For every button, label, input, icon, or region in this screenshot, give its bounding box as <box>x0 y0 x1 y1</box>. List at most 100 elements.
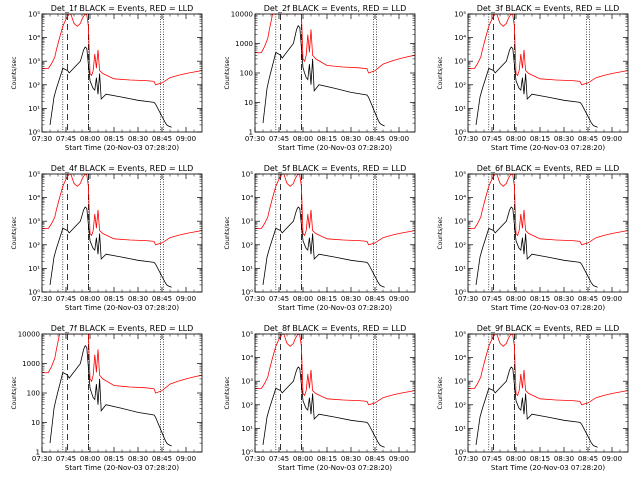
panel-title: Det_3f BLACK = Events, RED = LLD <box>477 4 620 13</box>
x-tick-label: 08:15 <box>317 135 337 143</box>
y-tick-label: 10² <box>454 401 466 409</box>
x-tick-label: 08:30 <box>554 295 574 303</box>
x-tick-label: 09:00 <box>602 295 622 303</box>
y-tick-label: 100 <box>240 70 253 78</box>
y-tick-label: 10³ <box>454 58 466 66</box>
x-tick-label: 07:30 <box>245 455 265 463</box>
y-tick-label: 10² <box>241 241 253 249</box>
y-tick-label: 10¹ <box>454 105 466 113</box>
plot-frame <box>467 333 629 453</box>
y-tick-label: 10² <box>28 81 40 89</box>
y-tick-label: 10⁴ <box>28 34 40 42</box>
panel-title: Det_1f BLACK = Events, RED = LLD <box>51 4 194 13</box>
panel-title: Det_9f BLACK = Events, RED = LLD <box>477 324 620 333</box>
panel-title: Det_6f BLACK = Events, RED = LLD <box>477 164 620 173</box>
y-tick-label: 10³ <box>454 218 466 226</box>
x-axis-label: Start Time (20-Nov-03 07:28:20) <box>278 464 392 472</box>
y-tick-label: 10¹ <box>28 105 40 113</box>
y-tick-label: 1000 <box>22 360 40 368</box>
y-tick-label: 10⁴ <box>454 34 466 42</box>
series-lld-line <box>255 174 415 246</box>
x-tick-label: 08:30 <box>554 455 574 463</box>
detector-panel-2: Det_2f BLACK = Events, RED = LLD Start Ti… <box>224 4 416 152</box>
x-tick-label: 08:30 <box>341 135 361 143</box>
plot-frame <box>254 13 416 133</box>
y-tick-label: 10⁰ <box>454 129 466 137</box>
y-tick-label: 10⁵ <box>241 331 253 339</box>
y-tick-label: 10⁵ <box>28 171 40 179</box>
series-events-line <box>49 344 172 447</box>
x-tick-label: 08:00 <box>80 135 100 143</box>
x-tick-label: 08:15 <box>104 295 124 303</box>
y-tick-label: 10² <box>28 241 40 249</box>
plot-area <box>468 334 628 452</box>
panel-title: Det_8f BLACK = Events, RED = LLD <box>264 324 407 333</box>
x-tick-label: 08:00 <box>80 295 100 303</box>
x-tick-label: 08:45 <box>365 455 385 463</box>
x-tick-label: 07:30 <box>32 295 52 303</box>
detector-panel-1: Det_1f BLACK = Events, RED = LLD Start Ti… <box>11 4 203 152</box>
x-axis-label: Start Time (20-Nov-03 07:28:20) <box>278 144 392 152</box>
x-tick-label: 09:00 <box>602 135 622 143</box>
x-tick-label: 07:45 <box>269 455 289 463</box>
y-tick-label: 100 <box>27 390 40 398</box>
plot-area <box>42 14 202 132</box>
y-tick-label: 10¹ <box>241 265 253 273</box>
x-tick-label: 08:15 <box>104 135 124 143</box>
y-tick-label: 10⁰ <box>241 289 253 297</box>
plot-area <box>468 14 628 132</box>
x-tick-label: 08:15 <box>530 135 550 143</box>
x-tick-label: 08:45 <box>578 295 598 303</box>
series-events-line <box>262 24 385 127</box>
x-tick-label: 08:00 <box>293 135 313 143</box>
y-tick-label: 10000 <box>231 11 253 19</box>
x-tick-label: 07:30 <box>32 455 52 463</box>
detector-panel-8: Det_8f BLACK = Events, RED = LLD Start Ti… <box>224 324 416 472</box>
y-tick-label: 10¹ <box>28 265 40 273</box>
x-tick-label: 09:00 <box>176 135 196 143</box>
x-tick-label: 08:45 <box>578 455 598 463</box>
x-axis-label: Start Time (20-Nov-03 07:28:20) <box>491 144 605 152</box>
plot-area <box>255 14 415 132</box>
y-tick-label: 10⁰ <box>28 289 40 297</box>
x-tick-label: 07:45 <box>269 135 289 143</box>
y-tick-label: 1000 <box>235 40 253 48</box>
y-tick-label: 10⁴ <box>454 354 466 362</box>
y-tick-label: 10⁴ <box>241 194 253 202</box>
series-events-line <box>262 366 385 448</box>
series-lld-line <box>255 334 415 406</box>
series-events-line <box>475 366 598 448</box>
y-tick-label: 10⁰ <box>454 289 466 297</box>
panel-title: Det_7f BLACK = Events, RED = LLD <box>51 324 194 333</box>
x-axis-label: Start Time (20-Nov-03 07:28:20) <box>278 304 392 312</box>
x-tick-label: 08:30 <box>554 135 574 143</box>
x-tick-label: 07:45 <box>482 455 502 463</box>
y-tick-label: 10000 <box>18 331 40 339</box>
x-axis-label: Start Time (20-Nov-03 07:28:20) <box>491 464 605 472</box>
x-tick-label: 09:00 <box>176 295 196 303</box>
y-tick-label: 10⁵ <box>454 331 466 339</box>
series-lld-line <box>468 334 628 406</box>
y-tick-label: 10⁴ <box>454 194 466 202</box>
y-tick-label: 10¹ <box>454 265 466 273</box>
x-tick-label: 08:00 <box>506 295 526 303</box>
series-lld-line <box>468 14 628 86</box>
x-tick-label: 09:00 <box>389 295 409 303</box>
y-tick-label: 10¹ <box>241 425 253 433</box>
x-tick-label: 07:45 <box>56 295 76 303</box>
y-axis-label: Counts/sec <box>224 56 231 89</box>
x-tick-label: 07:45 <box>56 135 76 143</box>
y-tick-label: 10⁵ <box>28 11 40 19</box>
y-axis-label: Counts/sec <box>11 216 18 249</box>
y-tick-label: 10³ <box>241 218 253 226</box>
detector-panel-4: Det_4f BLACK = Events, RED = LLD Start Ti… <box>11 164 203 312</box>
x-tick-label: 07:30 <box>245 135 265 143</box>
x-tick-label: 08:00 <box>293 295 313 303</box>
x-axis-label: Start Time (20-Nov-03 07:28:20) <box>65 304 179 312</box>
y-tick-label: 10⁵ <box>454 171 466 179</box>
y-tick-label: 1 <box>36 449 40 457</box>
series-events-line <box>49 206 172 288</box>
x-tick-label: 09:00 <box>602 455 622 463</box>
x-tick-label: 08:45 <box>578 135 598 143</box>
y-tick-label: 10³ <box>241 378 253 386</box>
